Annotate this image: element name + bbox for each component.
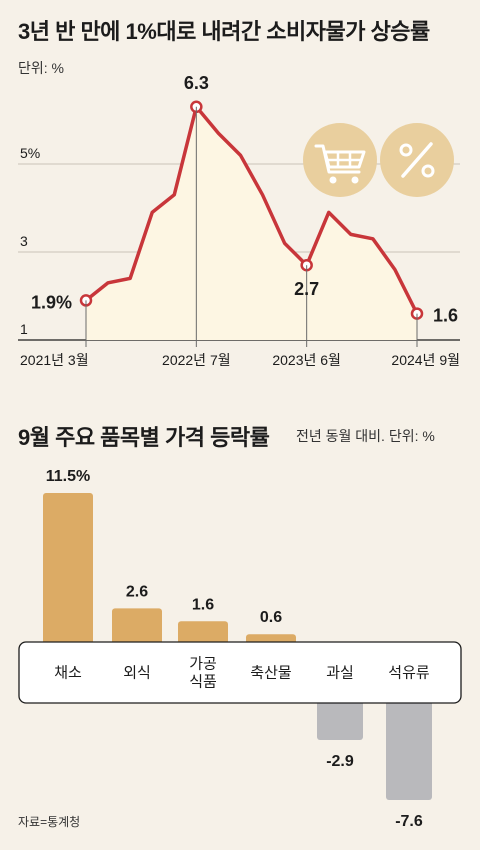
y-tick-label: 3 (20, 233, 28, 249)
bar (317, 697, 363, 741)
line-area-fill (86, 106, 417, 340)
bar-value-label: 11.5% (46, 468, 90, 485)
bar (112, 608, 162, 648)
line-chart-labels: 2021년 3월 2022년 7월 2023년 6월 2024년 9월 1.9% 6.3 2… (20, 73, 460, 368)
point-value-label: 1.6 (433, 306, 458, 326)
point-value-label: 1.9% (31, 292, 72, 312)
x-tick-label: 2024년 9월 (391, 352, 460, 368)
chart-title: 3년 반 만에 1%대로 내려간 소비자물가 상승률 (18, 19, 430, 44)
source-note: 자료=통계청 (18, 815, 81, 829)
percent-icon (380, 123, 454, 197)
bar-chart-note: 전년 동월 대비. 단위: % (296, 428, 435, 444)
category-label: 과실 (326, 665, 354, 682)
bar (43, 493, 93, 648)
icon-group (303, 123, 454, 197)
category-label: 외식 (123, 665, 151, 682)
line-series (84, 105, 419, 315)
line-chart-area (86, 106, 417, 340)
y-tick-label: 1 (20, 321, 28, 337)
point-value-label: 6.3 (184, 73, 209, 93)
bar-chart: 11.5% 2.6 1.6 0.6 -2.9 -7.6 채소 외식 가공 식품 축산물 과실 석유류 (18, 468, 462, 830)
shopping-cart-icon (303, 123, 377, 197)
bar-chart-title: 9월 주요 품목별 가격 등락률 (18, 425, 270, 450)
bar (386, 697, 432, 800)
bar-value-label: -2.9 (326, 753, 354, 770)
category-label: 가공 식품 (189, 656, 217, 691)
bar-value-label: 2.6 (126, 583, 148, 600)
x-tick-label: 2022년 7월 (162, 352, 231, 368)
x-tick-label: 2023년 6월 (272, 352, 341, 368)
line-chart-unit: 단위: % (18, 60, 64, 76)
bar-value-label: 0.6 (260, 609, 282, 626)
y-tick-label: 5% (20, 145, 40, 161)
bar-value-label: 1.6 (192, 596, 214, 613)
category-label: 축산물 (250, 665, 291, 682)
bar-value-label: -7.6 (395, 813, 423, 830)
category-label: 채소 (54, 665, 82, 682)
point-value-label: 2.7 (294, 279, 319, 299)
category-label: 석유류 (388, 665, 430, 682)
category-band (18, 641, 462, 704)
bar (178, 621, 228, 648)
x-tick-label: 2021년 3월 (20, 352, 89, 368)
